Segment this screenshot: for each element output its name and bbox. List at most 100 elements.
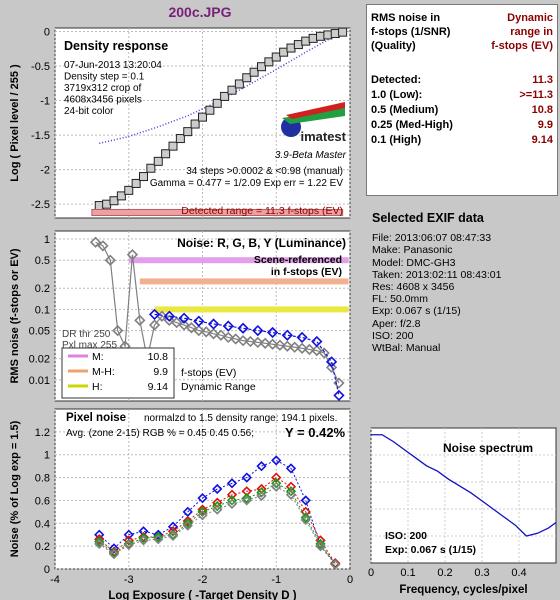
- pixel-noise-point-G: [256, 487, 267, 498]
- noise-point-B: [325, 356, 338, 368]
- threshold-band: [154, 306, 349, 313]
- x-axis-label: Log Exposure ( -Target Density D ): [108, 590, 296, 600]
- info-line: 24-bit color: [64, 106, 114, 117]
- y-tick-label: -1.5: [31, 130, 50, 142]
- density-point: [205, 105, 215, 115]
- pixel-noise-point-B: [138, 526, 149, 537]
- exif-line: File: 2013:06:07 08:47:33: [372, 232, 492, 245]
- noise-point-Y: [215, 329, 227, 341]
- pixel-noise-line-G: [98, 482, 336, 565]
- pixel-noise-point-G: [315, 538, 326, 549]
- noise-point-Y: [89, 236, 102, 248]
- noise-point-Y: [222, 331, 234, 344]
- y-tick-label: 0.02: [29, 354, 50, 366]
- dr-text: DR thr 250: [62, 329, 111, 340]
- exif-panel: Selected EXIF data File: 2013:06:07 08:4…: [372, 212, 557, 354]
- density-point: [109, 196, 119, 206]
- x-tick-label: 0.2: [437, 567, 452, 579]
- x-tick-label: 0.4: [511, 567, 526, 579]
- detected-range-bar: [91, 208, 344, 216]
- y-noise-text: Y = 0.42%: [285, 425, 346, 440]
- pixel-noise-point-R: [182, 515, 193, 527]
- pixel-noise-point-G: [182, 518, 193, 529]
- dr-row-value: 9.9: [538, 119, 553, 131]
- pixel-noise-point-R: [138, 531, 149, 543]
- dr-row-label: 0.1 (High): [371, 134, 421, 146]
- detected-text: Detected range = 11.3 f-stops (EV): [181, 205, 343, 217]
- header-col1-line3: (Quality): [371, 40, 416, 52]
- x-tick-label: -1: [271, 574, 281, 586]
- noise-point-Y: [104, 254, 116, 266]
- density-point: [308, 33, 318, 43]
- exif-line: FL: 50.0mm: [372, 293, 429, 306]
- y-tick-label: 1: [44, 234, 50, 246]
- pixel-noise-point-G: [226, 495, 238, 506]
- noise-point-B: [207, 318, 220, 330]
- density-point: [271, 52, 281, 62]
- pixel-noise-point-G: [241, 493, 252, 504]
- plot-area: [370, 427, 557, 564]
- pixel-noise-line-B: [98, 459, 336, 564]
- pixel-noise-point-Y: [330, 559, 341, 570]
- noise-spectrum-chart: 0 0.1 0.2 0.3 0.4 Noise spectrum ISO: 200 Exp: …: [368, 427, 557, 596]
- dr-row-value: 11.3: [532, 74, 553, 86]
- logo-subtext: 3.9-Beta Master: [275, 150, 347, 161]
- y-tick-label: 0: [44, 564, 50, 576]
- plot-area: [54, 27, 351, 219]
- exif-line: Exp: 0.067 s (1/15): [372, 305, 461, 318]
- noise-point-Y: [333, 377, 345, 389]
- exif-line: WtBal: Manual: [372, 342, 441, 355]
- pixel-noise-point-Y: [167, 530, 179, 541]
- exif-line: Model: DMC-GH3: [372, 256, 456, 269]
- noise-point-Y: [97, 240, 109, 252]
- pixel-noise-point-R: [226, 489, 238, 500]
- y-tick-label: 0.01: [29, 375, 50, 387]
- x-tick-label: 0: [368, 567, 374, 579]
- dr-text: Pxl max 255: [62, 340, 117, 351]
- noise-point-Y: [230, 333, 242, 345]
- y-axis-label: Log ( Pixel level / 255 ): [9, 64, 21, 182]
- info-line: 07-Jun-2013 13:20:04: [64, 60, 162, 71]
- pixel-noise-point-B: [271, 455, 282, 466]
- y-tick-label: -1: [40, 96, 50, 108]
- noise-point-B: [237, 322, 249, 334]
- noise-point-B: [333, 389, 345, 402]
- y-tick-label: 0.05: [29, 326, 50, 338]
- legend-note: f-stops (EV): [181, 367, 236, 379]
- x-tick-label: -3: [124, 574, 134, 586]
- noise-point-Y: [281, 340, 293, 352]
- legend-label: M:: [92, 351, 104, 363]
- exp-text: Exp: 0.067 s (1/15): [385, 544, 476, 556]
- iso-text: ISO: 200: [385, 530, 427, 542]
- noise-point-Y: [266, 338, 279, 350]
- density-point: [286, 43, 296, 53]
- y-tick-label: 0.6: [35, 495, 50, 507]
- pixel-noise-point-B: [182, 506, 193, 517]
- y-tick-label: 0.4: [35, 518, 50, 530]
- pixel-noise-point-B: [256, 461, 267, 472]
- pixel-noise-point-B: [300, 495, 311, 506]
- threshold-band: [128, 257, 349, 264]
- pixel-noise-point-Y: [108, 549, 120, 560]
- noise-point-Y: [259, 337, 271, 349]
- pixel-noise-point-R: [212, 497, 223, 508]
- exif-line: ISO: 200: [372, 329, 414, 342]
- threshold-band: [139, 278, 349, 285]
- pixel-noise-point-G: [271, 478, 282, 489]
- pixel-noise-point-Y: [138, 535, 149, 546]
- density-point: [257, 62, 266, 72]
- noise-point-Y: [237, 335, 249, 347]
- density-point: [153, 156, 163, 166]
- density-point: [102, 199, 112, 209]
- pixel-noise-point-B: [197, 493, 208, 504]
- noise-point-B: [296, 331, 308, 344]
- legend-value: 10.8: [148, 351, 169, 363]
- density-point: [264, 57, 274, 67]
- dr-row-label: 1.0 (Low):: [371, 89, 422, 101]
- noise-point-Y: [325, 361, 338, 374]
- chart-title: Density response: [64, 39, 168, 53]
- pixel-noise-point-Y: [271, 481, 282, 492]
- noise-point-B: [222, 320, 234, 332]
- pixel-noise-chart: 0 0.2 0.4 0.6 0.8 1 1.2 Noise (% of Log exp = 1…: [9, 408, 353, 600]
- annotation-line: Scene-referenced: [254, 254, 342, 266]
